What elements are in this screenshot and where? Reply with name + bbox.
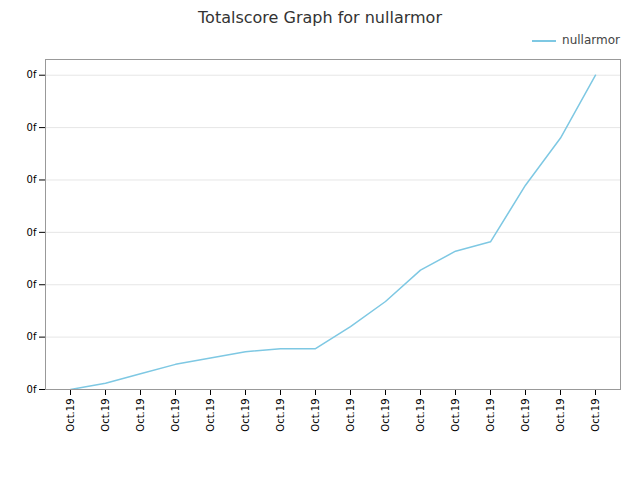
svg-text:0f: 0f xyxy=(27,279,37,290)
svg-text:0f: 0f xyxy=(27,227,37,238)
svg-text:Oct.19: Oct.19 xyxy=(275,399,286,432)
svg-text:Oct.19: Oct.19 xyxy=(135,399,146,432)
html-text:Totalscore Graph for nullarmor: Totalscore Graph for nullarmor xyxy=(198,8,442,27)
svg-text:Oct.19: Oct.19 xyxy=(450,399,461,432)
svg-text:Oct.19: Oct.19 xyxy=(205,399,216,432)
html-text:nullarmor: nullarmor xyxy=(562,33,620,47)
svg-text:Oct.19: Oct.19 xyxy=(555,399,566,432)
svg-text:Oct.19: Oct.19 xyxy=(415,399,426,432)
svg-text:0f: 0f xyxy=(27,174,37,185)
svg-text:Oct.19: Oct.19 xyxy=(345,399,356,432)
svg-text:Oct.19: Oct.19 xyxy=(170,399,181,432)
svg-text:0f: 0f xyxy=(27,331,37,342)
svg-text:Oct.19: Oct.19 xyxy=(380,399,391,432)
svg-text:Oct.19: Oct.19 xyxy=(240,399,251,432)
svg-text:Oct.19: Oct.19 xyxy=(65,399,76,432)
svg-text:0f: 0f xyxy=(27,69,37,80)
svg-text:0f: 0f xyxy=(27,384,37,395)
svg-text:Oct.19: Oct.19 xyxy=(590,399,601,432)
svg-text:Oct.19: Oct.19 xyxy=(485,399,496,432)
svg-text:Oct.19: Oct.19 xyxy=(100,399,111,432)
svg-text:0f: 0f xyxy=(27,122,37,133)
svg-text:Oct.19: Oct.19 xyxy=(520,399,531,432)
svg-text:Oct.19: Oct.19 xyxy=(310,399,321,432)
